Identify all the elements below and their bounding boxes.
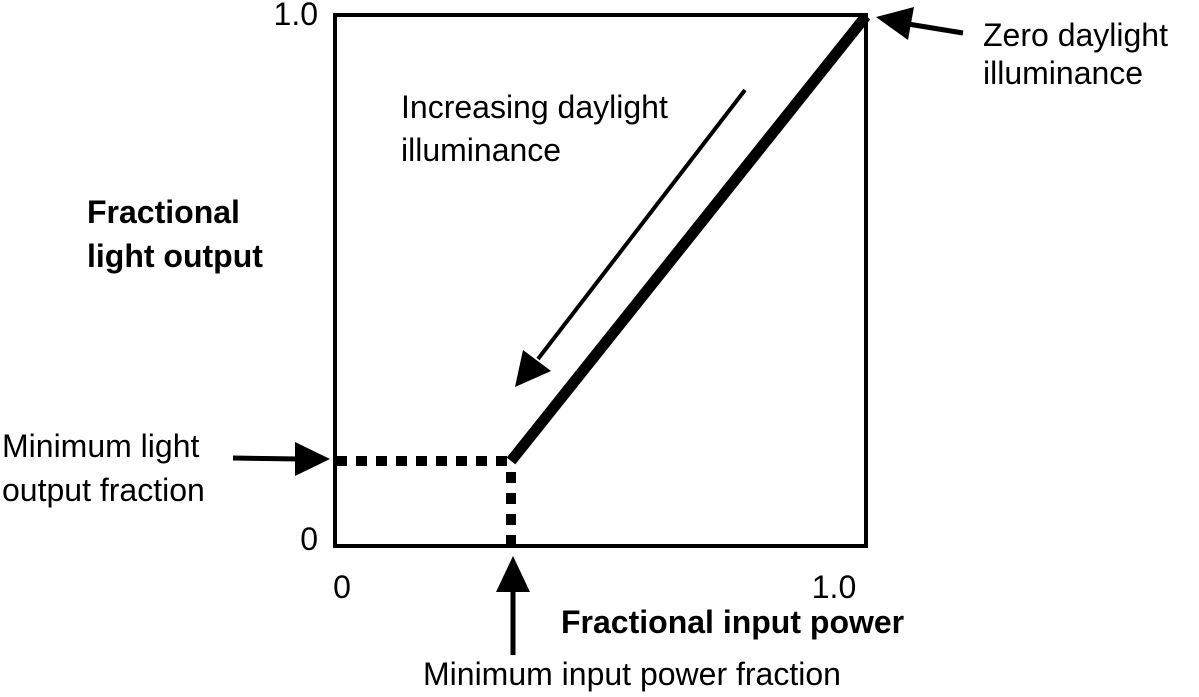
- annotation-min-light-output: Minimum light output fraction: [2, 424, 205, 512]
- min-light-output-arrow-shaft: [232, 455, 301, 462]
- plot-area-border: [333, 13, 868, 548]
- x-axis-tick-1.0: 1.0: [811, 569, 857, 605]
- increasing-daylight-arrow-shaft: [536, 88, 747, 361]
- annotation-increasing-daylight: Increasing daylight illuminance: [401, 86, 668, 172]
- zero-daylight-arrow: [876, 7, 964, 40]
- x-axis-tick-0: 0: [333, 569, 351, 605]
- increasing-daylight-arrow: [515, 88, 747, 387]
- min-light-output-arrowhead-icon: [295, 442, 330, 476]
- min-input-power-arrowhead-icon: [496, 556, 530, 592]
- annotation-zero-daylight-line2: illuminance: [983, 55, 1144, 91]
- min-input-power-arrow: [496, 556, 530, 655]
- annotation-increasing-daylight-line2: illuminance: [401, 132, 562, 168]
- y-axis-title-line2: light output: [87, 238, 263, 274]
- annotation-zero-daylight: Zero daylight illuminance: [983, 16, 1168, 92]
- zero-daylight-arrowhead-icon: [876, 7, 914, 40]
- dimming-curve-line: [506, 12, 871, 465]
- zero-daylight-arrow-shaft: [907, 21, 964, 36]
- y-axis-title: Fractional light output: [87, 190, 263, 278]
- increasing-daylight-arrowhead-icon: [515, 350, 551, 387]
- y-axis-title-line1: Fractional: [87, 194, 240, 230]
- x-axis-title: Fractional input power: [561, 604, 905, 640]
- annotation-increasing-daylight-line1: Increasing daylight: [401, 89, 668, 125]
- min-light-output-arrow: [232, 442, 330, 476]
- y-axis-tick-0: 0: [300, 521, 318, 557]
- annotation-min-light-output-line2: output fraction: [2, 472, 205, 508]
- annotation-min-light-output-line1: Minimum light: [2, 428, 200, 464]
- annotation-min-input-power: Minimum input power fraction: [423, 656, 841, 692]
- annotation-zero-daylight-line1: Zero daylight: [983, 17, 1168, 53]
- y-axis-tick-1.0: 1.0: [273, 0, 318, 32]
